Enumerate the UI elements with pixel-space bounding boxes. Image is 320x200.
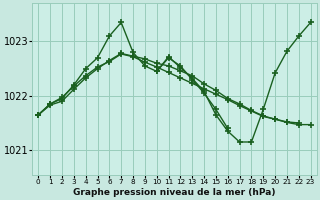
X-axis label: Graphe pression niveau de la mer (hPa): Graphe pression niveau de la mer (hPa) — [73, 188, 276, 197]
